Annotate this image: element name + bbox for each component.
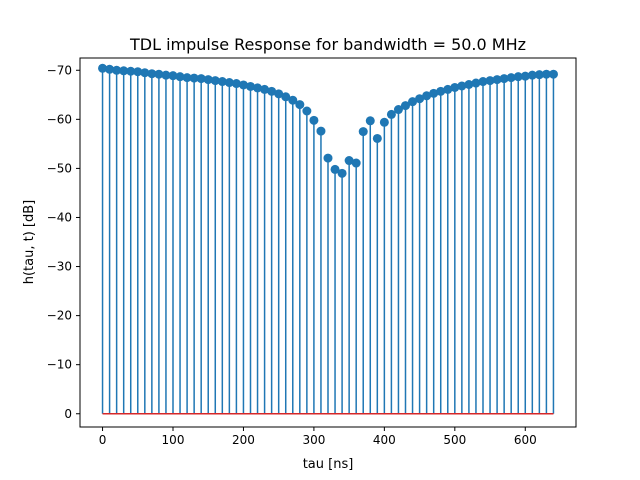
plot-frame (79, 57, 577, 428)
markers-layer (98, 63, 558, 178)
stem-marker (267, 86, 277, 96)
stem-marker (464, 79, 474, 89)
stem-marker (527, 70, 537, 80)
stem-marker (274, 89, 284, 99)
x-tick-label: 300 (302, 433, 325, 447)
x-tick-label: 600 (514, 433, 537, 447)
stem-marker (126, 66, 136, 76)
stem-marker (372, 133, 382, 143)
stem-marker (393, 105, 403, 115)
stem-marker (471, 78, 481, 88)
stem-marker (253, 83, 263, 93)
stem-marker (450, 82, 460, 92)
y-tick-label: 0 (64, 407, 72, 421)
stem-marker (281, 92, 291, 102)
stem-marker (478, 77, 488, 87)
stem-marker (548, 69, 558, 79)
stem-marker (288, 95, 298, 105)
y-tick-label: −70 (47, 63, 72, 77)
stem-marker (520, 71, 530, 81)
stem-marker (379, 117, 389, 127)
stem-marker (189, 73, 199, 83)
stem-marker (330, 164, 340, 174)
y-tick-label: −10 (47, 358, 72, 372)
stem-marker (408, 97, 418, 107)
stem-marker (112, 65, 122, 75)
stem-marker (337, 168, 347, 178)
stem-marker (210, 76, 220, 86)
stem-marker (443, 84, 453, 94)
x-axis-label: tau [ns] (303, 457, 354, 472)
stem-marker (147, 69, 157, 79)
stem-marker (246, 81, 255, 91)
stem-marker (415, 94, 425, 104)
stem-marker (323, 153, 333, 163)
y-tick-label: −60 (47, 112, 72, 126)
stem-marker (436, 86, 446, 96)
stem-marker (485, 76, 495, 86)
stem-marker (316, 126, 326, 136)
stem-marker (534, 70, 544, 80)
stem-marker (161, 70, 171, 80)
stem-marker (492, 75, 502, 85)
stem-marker (302, 106, 312, 116)
chart-title: TDL impulse Response for bandwidth = 50.… (129, 35, 526, 54)
stem-marker (513, 72, 523, 82)
stems-layer (101, 68, 555, 414)
y-tick-label: −40 (47, 210, 72, 224)
stem-marker (351, 158, 361, 168)
stem-marker (231, 79, 241, 89)
stem-marker (133, 67, 143, 77)
stem-marker (422, 91, 432, 101)
y-ticks: 0 −10 −20 −30 −40 −50 −60 −70 (47, 63, 80, 421)
stem-marker (365, 116, 375, 126)
stem-marker (358, 127, 368, 137)
x-tick-label: 500 (443, 433, 466, 447)
x-tick-label: 400 (373, 433, 396, 447)
stem-marker (140, 68, 150, 78)
stem-marker (105, 64, 115, 74)
stem-marker (196, 74, 206, 84)
x-tick-label: 0 (99, 433, 107, 447)
stem-marker (499, 74, 509, 84)
stem-marker (175, 72, 185, 82)
y-axis-label: h(tau, t) [dB] (22, 200, 37, 285)
stem-marker (309, 115, 319, 125)
x-ticks: 0 100 200 300 400 500 600 (99, 427, 537, 447)
stem-marker (203, 75, 213, 85)
stem-marker (541, 69, 551, 79)
stem-marker (401, 101, 410, 111)
stem-marker (457, 81, 467, 91)
stem-marker (429, 88, 439, 98)
y-tick-label: −20 (47, 309, 72, 323)
stem-marker (119, 66, 129, 76)
stem-marker (238, 80, 248, 90)
stem-marker (224, 78, 234, 88)
x-tick-label: 200 (232, 433, 255, 447)
stem-marker (506, 73, 516, 83)
x-tick-label: 100 (162, 433, 185, 447)
stem-marker (98, 63, 108, 73)
stem-marker (182, 73, 192, 83)
stem-marker (386, 109, 396, 119)
stem-marker (154, 69, 164, 79)
y-tick-label: −50 (47, 161, 72, 175)
stem-marker (344, 156, 354, 166)
stem-marker (168, 71, 178, 81)
y-tick-label: −30 (47, 260, 72, 274)
stem-marker (217, 77, 227, 87)
stem-marker (260, 84, 270, 94)
stem-marker (295, 100, 305, 110)
